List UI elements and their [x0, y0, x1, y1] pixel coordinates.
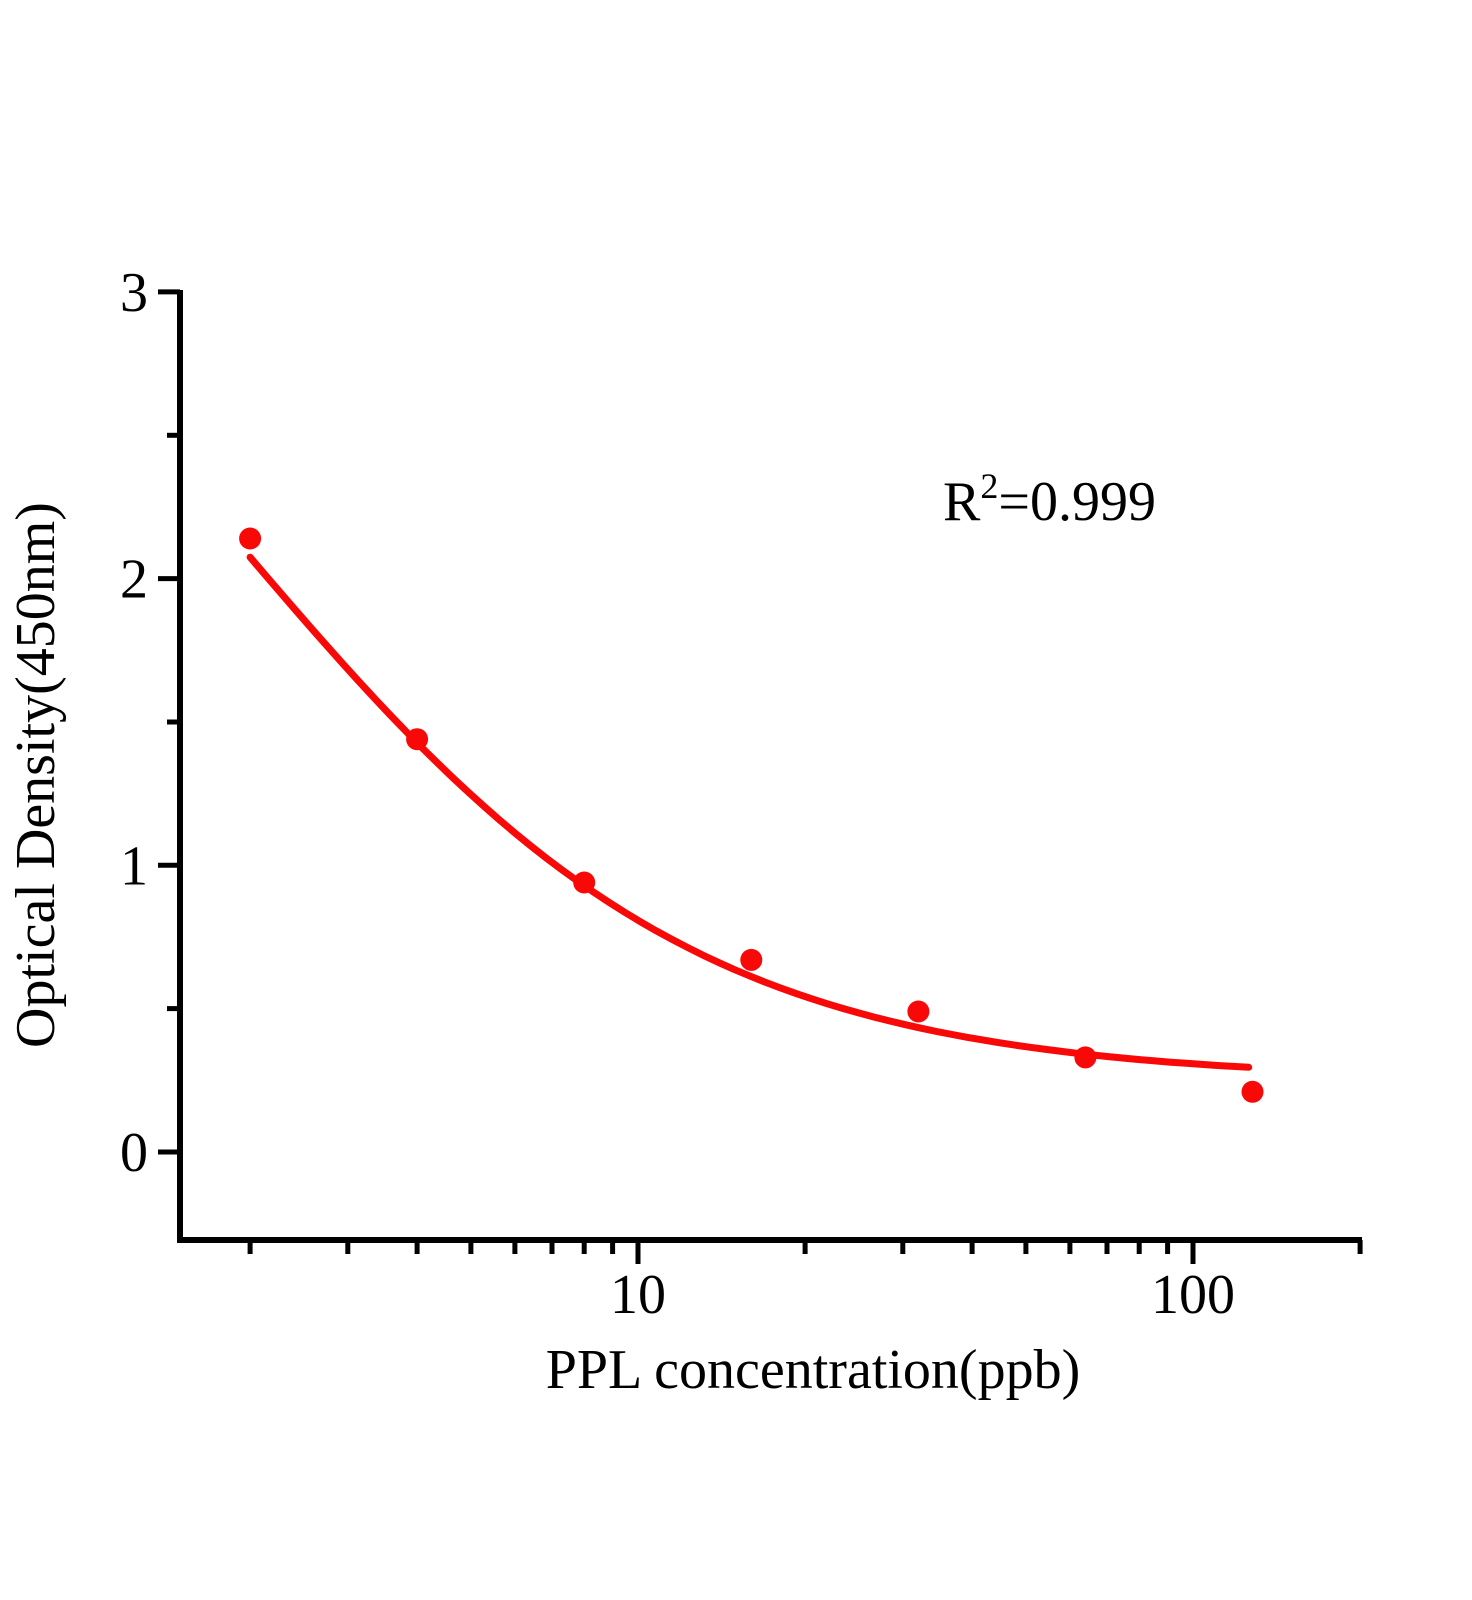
y-tick-label: 3 — [120, 262, 148, 324]
y-tick-label: 0 — [120, 1122, 148, 1184]
data-point — [406, 728, 429, 751]
data-point — [239, 527, 262, 550]
x-axis-title: PPL concentration(ppb) — [546, 1339, 1080, 1401]
data-point — [1241, 1080, 1264, 1103]
r-squared-value: =0.999 — [998, 471, 1156, 533]
y-tick-label: 1 — [120, 835, 148, 897]
data-point — [907, 1000, 930, 1023]
fit-curve-line — [246, 553, 1253, 1071]
axis-ticks — [158, 289, 1363, 1264]
y-axis-title: Optical Density(450nm) — [5, 502, 67, 1048]
r-squared-annotation: R2=0.999 — [943, 466, 1156, 533]
r-squared-base: R — [943, 471, 981, 533]
y-tick-label: 2 — [120, 549, 148, 611]
data-point — [573, 871, 596, 894]
data-point — [740, 948, 763, 971]
x-tick-label: 100 — [1151, 1264, 1235, 1326]
tick-labels: 10 100 0 1 2 3 — [120, 262, 1235, 1326]
data-points — [239, 527, 1264, 1103]
data-point — [1074, 1046, 1097, 1069]
x-tick-label: 10 — [610, 1264, 666, 1326]
r-squared-superscript: 2 — [980, 466, 998, 506]
